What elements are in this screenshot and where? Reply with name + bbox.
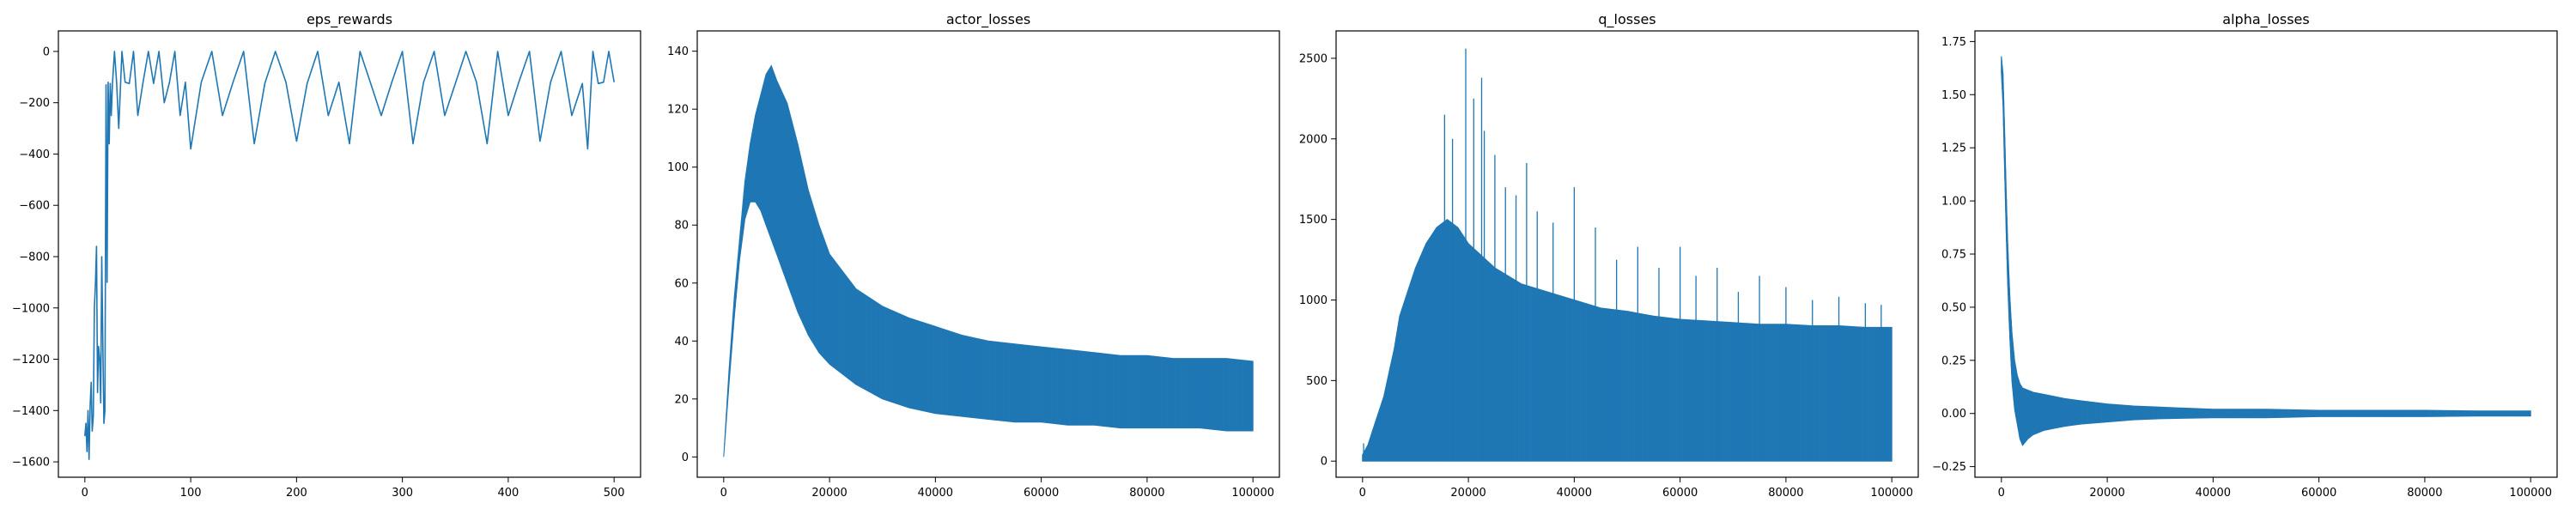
y-axis-ticks: 0 −200 −400 −600 −800 −1000 −1200 −1400 −1600 [12, 45, 58, 470]
y-axis-ticks: 0 20 40 60 80 100 120 140 [667, 45, 697, 464]
y-tick-label: −800 [19, 251, 50, 264]
y-tick-label: 1.00 [1941, 196, 1966, 209]
x-axis-ticks: 0 100 200 300 400 500 [82, 477, 625, 500]
x-tick-label: 20000 [2089, 487, 2124, 500]
y-tick-label: 1.25 [1941, 142, 1966, 155]
x-tick-label: 100000 [1870, 487, 1913, 500]
x-tick-label: 200 [286, 487, 307, 500]
y-tick-label: −1400 [12, 405, 50, 418]
y-tick-label: 0.75 [1941, 249, 1966, 262]
y-tick-label: −0.25 [1932, 461, 1966, 474]
plot-area [1362, 48, 1893, 462]
y-axis-ticks: 1.75 1.50 1.25 1.00 0.75 0.50 0.25 0.00 −0.25 [1932, 36, 1975, 474]
y-tick-label: 0 [43, 45, 50, 58]
y-tick-label: −1000 [12, 302, 50, 315]
chart-title: q_losses [1598, 11, 1656, 28]
plot-area [723, 64, 1254, 457]
x-tick-label: 100000 [2509, 487, 2552, 500]
y-tick-label: 100 [667, 161, 689, 174]
y-tick-label: 140 [667, 45, 689, 58]
chart-title: actor_losses [946, 11, 1030, 28]
y-tick-label: −1600 [12, 457, 50, 470]
y-axis-ticks: 0 500 1000 1500 2000 2500 [1299, 52, 1336, 469]
x-tick-label: 80000 [1768, 487, 1803, 500]
x-tick-label: 0 [1359, 487, 1366, 500]
x-tick-label: 80000 [1129, 487, 1164, 500]
x-axis-ticks: 0 20000 40000 60000 80000 100000 [720, 477, 1274, 500]
y-tick-label: 80 [674, 220, 689, 233]
y-tick-label: 2500 [1299, 52, 1327, 65]
y-tick-label: 0.00 [1941, 408, 1966, 421]
x-tick-label: 20000 [811, 487, 847, 500]
axes-frame [58, 30, 641, 478]
x-tick-label: 100000 [1231, 487, 1274, 500]
y-tick-label: 60 [674, 277, 689, 290]
y-tick-label: 20 [674, 393, 689, 406]
x-tick-label: 80000 [2407, 487, 2442, 500]
y-tick-label: 120 [667, 104, 689, 117]
y-tick-label: 0 [1321, 456, 1327, 469]
chart-title: eps_rewards [307, 11, 392, 28]
axes-frame [1335, 30, 1919, 478]
y-tick-label: 1.50 [1941, 89, 1966, 102]
y-tick-label: 500 [1306, 375, 1327, 388]
x-tick-label: 60000 [2301, 487, 2336, 500]
y-tick-label: 2000 [1299, 133, 1327, 146]
subplot-eps-rewards: eps_rewards 0 100 200 300 400 500 0 −200 −400 −6… [12, 11, 641, 500]
y-tick-label: 0.50 [1941, 301, 1966, 314]
y-tick-label: −1200 [12, 354, 50, 367]
y-tick-label: 1000 [1299, 294, 1327, 307]
x-tick-label: 20000 [1450, 487, 1485, 500]
x-tick-label: 0 [82, 487, 88, 500]
x-tick-label: 500 [604, 487, 625, 500]
plot-area [84, 51, 615, 460]
y-tick-label: −600 [19, 200, 50, 213]
y-tick-label: 0.25 [1941, 354, 1966, 367]
y-tick-label: 0 [682, 451, 689, 464]
x-tick-label: 40000 [918, 487, 953, 500]
x-axis-ticks: 0 20000 40000 60000 80000 100000 [1359, 477, 1913, 500]
subplot-q-losses: q_losses 0 20000 40000 60000 80000 100000 0 50… [1299, 11, 1919, 500]
subplot-alpha-losses: alpha_losses 0 20000 40000 60000 80000 100000… [1932, 11, 2558, 500]
x-tick-label: 100 [180, 487, 202, 500]
x-tick-label: 0 [1998, 487, 2005, 500]
x-tick-label: 40000 [1557, 487, 1592, 500]
y-tick-label: 1.75 [1941, 36, 1966, 49]
y-tick-label: −200 [19, 97, 50, 110]
y-tick-label: 1500 [1299, 214, 1327, 227]
plot-area [2001, 56, 2531, 446]
axes-frame [696, 30, 1280, 478]
x-tick-label: 400 [497, 487, 519, 500]
x-tick-label: 40000 [2196, 487, 2231, 500]
y-tick-label: 40 [674, 336, 689, 348]
x-tick-label: 60000 [1662, 487, 1698, 500]
chart-title: alpha_losses [2222, 11, 2309, 28]
y-tick-label: −400 [19, 148, 50, 161]
x-tick-label: 0 [720, 487, 727, 500]
subplot-actor-losses: actor_losses 0 20000 40000 60000 80000 100000… [667, 11, 1280, 500]
x-axis-ticks: 0 20000 40000 60000 80000 100000 [1998, 477, 2552, 500]
x-tick-label: 60000 [1024, 487, 1059, 500]
x-tick-label: 300 [392, 487, 413, 500]
series-line [84, 51, 615, 460]
